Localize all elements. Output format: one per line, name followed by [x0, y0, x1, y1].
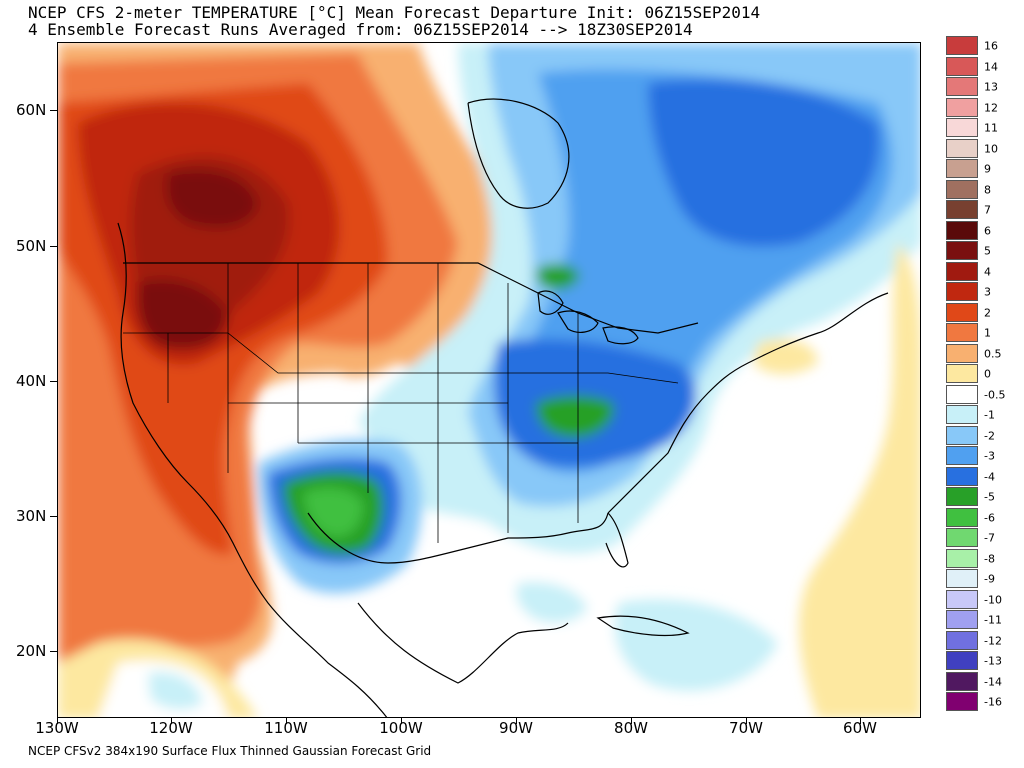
colorbar-swatch: [946, 548, 978, 568]
lon-tick: [57, 718, 58, 724]
lon-label-60w: 60W: [843, 719, 877, 737]
colorbar-swatch: [946, 425, 978, 445]
grid-footnote: NCEP CFSv2 384x190 Surface Flux Thinned …: [28, 744, 432, 758]
colorbar-label: -10: [984, 593, 1002, 607]
colorbar-label: 0.5: [984, 347, 1002, 361]
colorbar-label: 14: [984, 60, 998, 74]
lon-tick: [860, 718, 861, 724]
lat-tick: [50, 651, 57, 652]
lon-tick: [746, 718, 747, 724]
colorbar-label: -0.5: [984, 388, 1006, 402]
colorbar-swatch: [946, 528, 978, 547]
colorbar-swatch: [946, 179, 978, 199]
colorbar-label: -2: [984, 429, 995, 443]
lon-label-120w: 120W: [149, 719, 193, 737]
colorbar-label: -14: [984, 675, 1002, 689]
colorbar-swatch: [946, 610, 978, 629]
colorbar-label: 11: [984, 121, 998, 135]
lat-tick: [50, 516, 57, 517]
colorbar-label: -5: [984, 490, 995, 504]
lon-label-70w: 70W: [729, 719, 763, 737]
lat-label-50n: 50N: [16, 237, 47, 255]
colorbar-label: 9: [984, 162, 991, 176]
colorbar-swatch: [946, 487, 978, 506]
lon-label-90w: 90W: [499, 719, 533, 737]
lat-label-20n: 20N: [16, 642, 47, 660]
colorbar-swatch: [946, 671, 978, 691]
colorbar-label: -4: [984, 470, 995, 484]
lon-label-130w: 130W: [35, 719, 79, 737]
colorbar-swatch: [946, 159, 978, 178]
colorbar-label: 13: [984, 80, 998, 94]
colorbar-label: 1: [984, 326, 991, 340]
lat-tick: [50, 246, 57, 247]
lat-label-40n: 40N: [16, 372, 47, 390]
lon-label-80w: 80W: [614, 719, 648, 737]
colorbar-swatch: [946, 364, 978, 383]
colorbar-label: 2: [984, 306, 991, 320]
lon-label-110w: 110W: [264, 719, 308, 737]
lat-label-30n: 30N: [16, 507, 47, 525]
colorbar-swatch: [946, 261, 978, 281]
colorbar-swatch: [946, 692, 978, 711]
lat-tick: [50, 381, 57, 382]
colorbar-label: 3: [984, 285, 991, 299]
anomaly-map-svg: [58, 43, 920, 717]
colorbar-label: 5: [984, 244, 991, 258]
colorbar-label: -1: [984, 408, 995, 422]
colorbar-swatch: [946, 630, 978, 650]
colorbar-label: -3: [984, 449, 995, 463]
colorbar-swatch: [946, 323, 978, 342]
colorbar-label: 16: [984, 39, 998, 53]
colorbar-label: -11: [984, 613, 1002, 627]
colorbar-label: -13: [984, 654, 1002, 668]
colorbar-swatch: [946, 651, 978, 670]
anomaly-map: [57, 42, 921, 718]
colorbar-swatch: [946, 241, 978, 260]
lon-tick: [286, 718, 287, 724]
colorbar-swatch: [946, 302, 978, 322]
colorbar-label: 4: [984, 265, 991, 279]
lon-tick: [631, 718, 632, 724]
colorbar-swatch: [946, 507, 978, 527]
colorbar-swatch: [946, 97, 978, 117]
lat-tick: [50, 110, 57, 111]
colorbar-label: -12: [984, 634, 1002, 648]
colorbar-swatch: [946, 589, 978, 609]
colorbar-swatch: [946, 56, 978, 76]
lon-tick: [516, 718, 517, 724]
colorbar-label: 7: [984, 203, 991, 217]
colorbar-label: 10: [984, 142, 998, 156]
lat-label-60n: 60N: [16, 101, 47, 119]
colorbar-label: -8: [984, 552, 995, 566]
colorbar-swatch: [946, 384, 978, 404]
lon-label-100w: 100W: [379, 719, 423, 737]
colorbar-label: 8: [984, 183, 991, 197]
colorbar-label: 12: [984, 101, 998, 115]
colorbar-swatch: [946, 405, 978, 424]
lon-tick: [401, 718, 402, 724]
colorbar-swatch: [946, 36, 978, 55]
colorbar-label: -9: [984, 572, 995, 586]
colorbar-label: -16: [984, 695, 1002, 709]
chart-title-line-2: 4 Ensemble Forecast Runs Averaged from: …: [28, 20, 693, 39]
colorbar-swatch: [946, 343, 978, 363]
colorbar-swatch: [946, 466, 978, 486]
lon-tick: [171, 718, 172, 724]
colorbar-swatch: [946, 77, 978, 96]
chart-title-line-1: NCEP CFS 2-meter TEMPERATURE [°C] Mean F…: [28, 3, 761, 22]
colorbar-swatch: [946, 282, 978, 301]
colorbar-label: 0: [984, 367, 991, 381]
colorbar-swatch: [946, 138, 978, 158]
colorbar-swatch: [946, 446, 978, 465]
colorbar-label: -6: [984, 511, 995, 525]
colorbar-swatch: [946, 220, 978, 240]
colorbar-label: 6: [984, 224, 991, 238]
colorbar-swatch: [946, 118, 978, 137]
colorbar-label: -7: [984, 531, 995, 545]
colorbar-swatch: [946, 569, 978, 588]
colorbar-swatch: [946, 200, 978, 219]
